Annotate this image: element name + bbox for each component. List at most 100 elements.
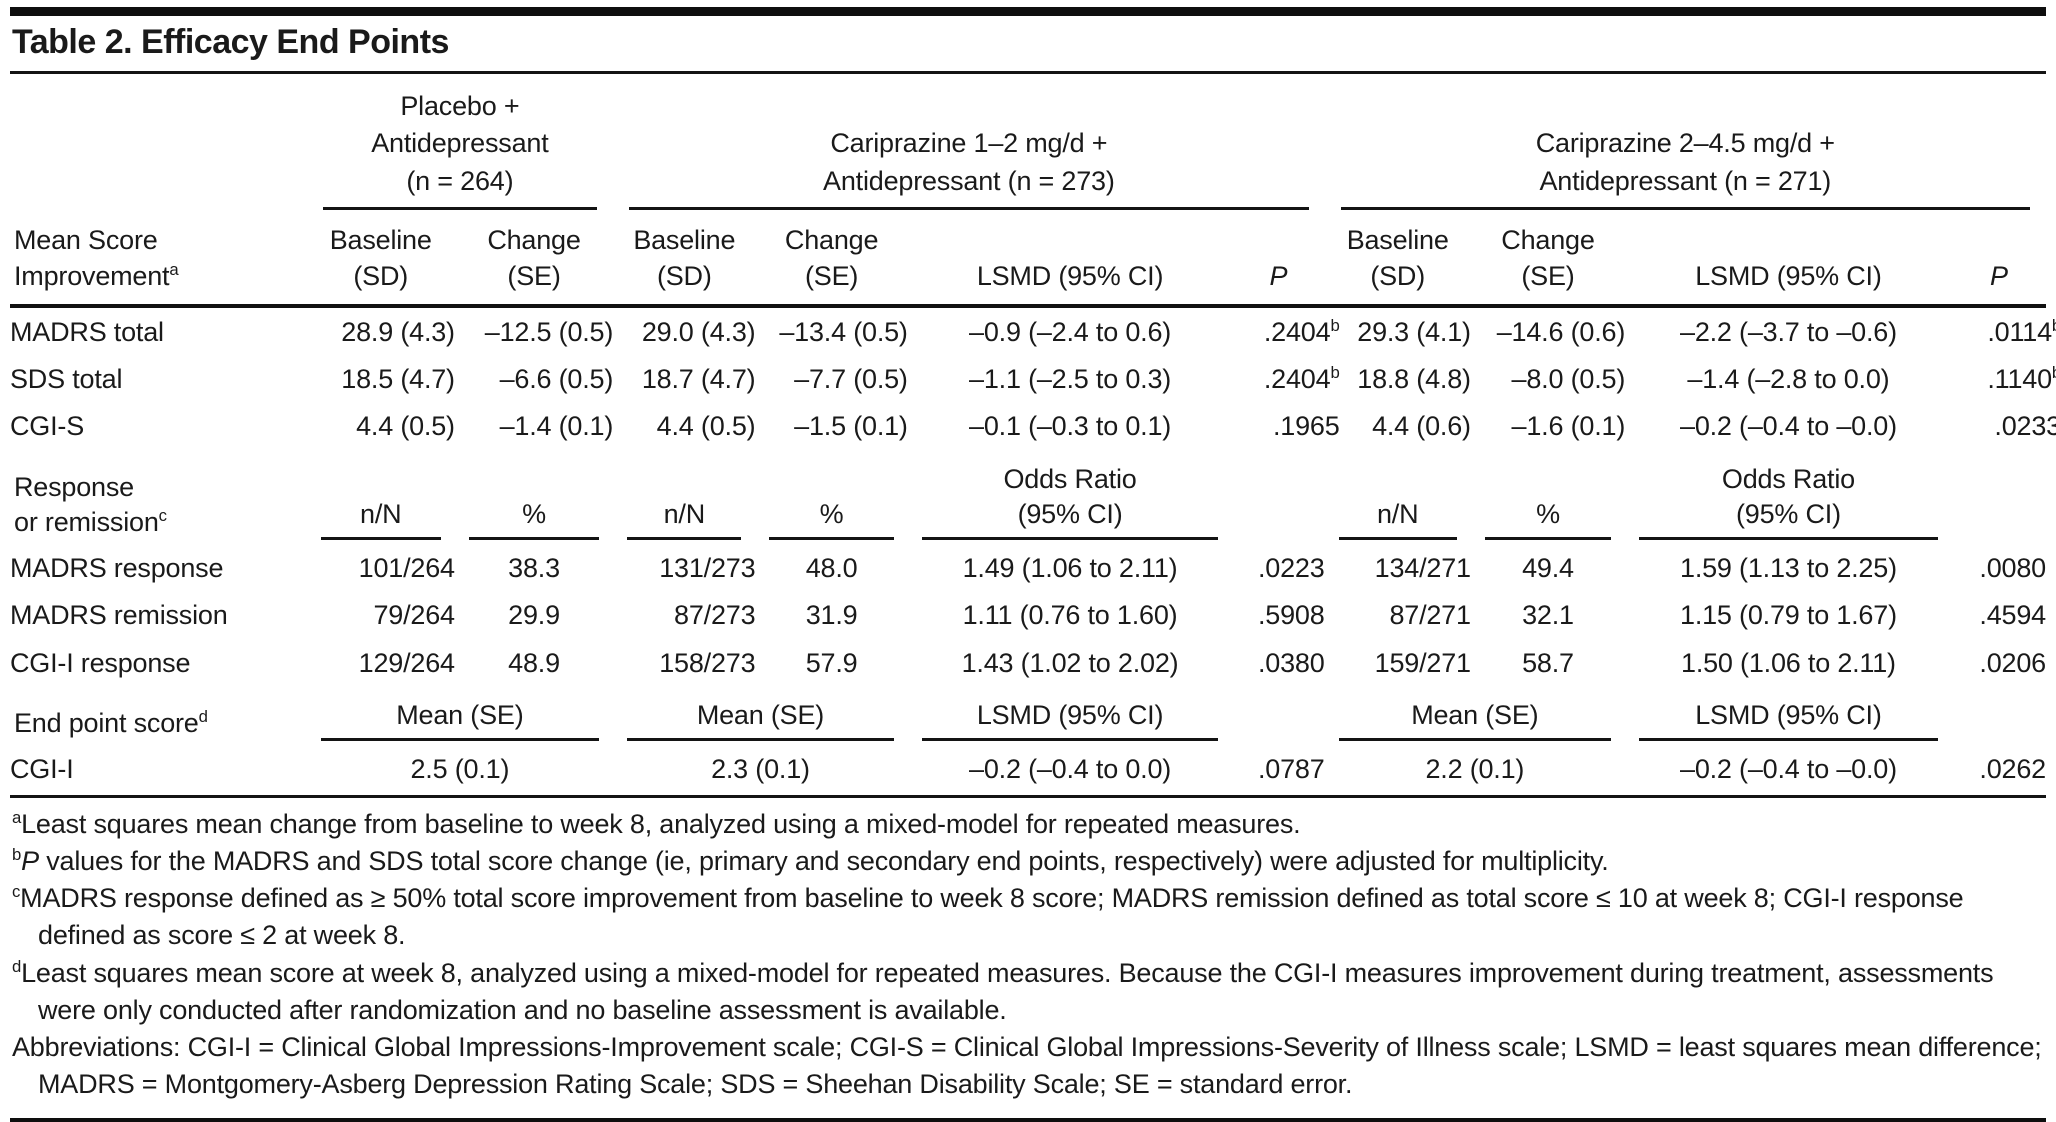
p-value: .0233: [1994, 411, 2056, 442]
value-cell: 48.0: [805, 552, 858, 583]
column-header-baseline: Baseline (SD): [1324, 213, 1471, 308]
section-stub-cell: End point scored: [10, 686, 307, 745]
p-value-cell: .0787: [1257, 754, 1325, 785]
p-header-label: P: [1269, 261, 1288, 292]
subheader-nN: n/N: [613, 450, 755, 544]
footnote-marker-c: c: [158, 505, 167, 525]
p-value-cell: .0233: [1952, 402, 2056, 449]
footnote-marker-b: b: [2052, 316, 2056, 335]
row-label: MADRS total: [10, 316, 164, 347]
value-cell: 2.5 (0.1): [410, 754, 510, 785]
value-cell: 131/273: [659, 552, 756, 583]
subheader-mean-se: Mean (SE): [613, 686, 908, 745]
column-header-p: P: [1951, 213, 2046, 308]
subheader-nN: n/N: [1325, 450, 1471, 544]
footnote-marker-b: b: [1330, 315, 1340, 335]
data-row-cgi-s: CGI-S 4.4 (0.5) –1.4 (0.1) 4.4 (0.5) –1.…: [10, 402, 2056, 449]
value-cell: 4.4 (0.5): [356, 411, 455, 442]
p-header-label: P: [1989, 261, 2008, 292]
value-cell: 101/264: [358, 552, 455, 583]
column-header-change: Change (SE): [1470, 213, 1626, 308]
data-row-cgi-i-endpoint: CGI-I 2.5 (0.1) 2.3 (0.1) –0.2 (–0.4 to …: [10, 745, 2046, 792]
footnote-d-text: Least squares mean score at week 8, anal…: [21, 957, 1994, 1025]
footnotes: aLeast squares mean change from baseline…: [10, 794, 2046, 1114]
data-row-cgi-i-response: CGI-I response 129/264 48.9 158/273 57.9…: [10, 639, 2046, 686]
section-header-response-remission: Response or remissionc n/N % n/N % Odds …: [10, 450, 2046, 544]
subheader-nN: n/N: [307, 450, 455, 544]
value-cell: 159/271: [1374, 647, 1471, 678]
data-row-madrs-response: MADRS response 101/264 38.3 131/273 48.0…: [10, 544, 2046, 591]
value-cell: 2.2 (0.1): [1425, 754, 1525, 785]
footnote-marker-b: b: [1330, 363, 1340, 383]
value-cell: –1.4 (0.1): [499, 411, 614, 442]
lsmd-cell: –1.4 (–2.8 to 0.0): [1687, 364, 1890, 395]
empty-stub-cell: [10, 74, 307, 214]
subheader-odds-ratio: Odds Ratio (95% CI): [908, 450, 1233, 544]
p-value-cell: .0206: [1979, 647, 2046, 678]
subheader-mean-se: Mean (SE): [307, 686, 614, 745]
subheader-lsmd: LSMD (95% CI): [908, 686, 1233, 745]
subheader-mean-se: Mean (SE): [1325, 686, 1626, 745]
column-header-baseline: Baseline (SD): [306, 213, 455, 308]
footnote-c: cMADRS response defined as ≥ 50% total s…: [12, 880, 2044, 955]
p-value: .1965: [1272, 411, 1340, 442]
row-label: MADRS remission: [10, 600, 228, 631]
column-header-lsmd: LSMD (95% CI): [1625, 213, 1952, 308]
group-header-cell-placebo: Placebo + Antidepressant (n = 264): [307, 74, 614, 214]
group-header-cariprazine-1-2: Cariprazine 1–2 mg/d + Antidepressant (n…: [629, 125, 1309, 210]
empty-cell: [1232, 450, 1324, 544]
value-cell: 31.9: [805, 600, 858, 631]
empty-cell: [1952, 686, 2046, 745]
footnote-b-text: values for the MADRS and SDS total score…: [38, 845, 1609, 876]
p-value: .0114: [1987, 316, 2052, 347]
footnote-marker-d: d: [198, 707, 208, 727]
p-value-cell: .0080: [1979, 552, 2046, 583]
column-header-row: Mean Score Improvementa Baseline (SD) Ch…: [10, 213, 2046, 308]
group-header-cell-cariprazine-2-4-5: Cariprazine 2–4.5 mg/d + Antidepressant …: [1325, 74, 2046, 214]
odds-ratio-cell: 1.59 (1.13 to 2.25): [1680, 552, 1897, 583]
value-cell: 32.1: [1522, 600, 1574, 631]
footnote-marker-b: b: [2052, 363, 2056, 382]
footnote-marker-a: a: [169, 260, 179, 280]
value-cell: –13.4 (0.5): [779, 316, 908, 347]
odds-ratio-cell: 1.50 (1.06 to 2.11): [1681, 647, 1896, 678]
row-label: MADRS response: [10, 552, 224, 583]
value-cell: –7.7 (0.5): [794, 364, 908, 395]
section-stub-label: Response or remission: [14, 471, 159, 537]
p-value-cell: .5908: [1257, 600, 1325, 631]
p-value-cell: .0380: [1257, 647, 1325, 678]
value-cell: 38.3: [508, 552, 560, 583]
p-value-cell: .2404b: [1232, 306, 1340, 355]
subheader-percent: %: [755, 450, 907, 544]
p-value-cell: .1140b: [1952, 355, 2056, 402]
footnote-c-text: MADRS response defined as ≥ 50% total sc…: [20, 883, 1964, 951]
footnote-marker-c: c: [12, 882, 21, 902]
top-rule: [10, 7, 2046, 16]
lsmd-cell: –0.1 (–0.3 to 0.1): [969, 411, 1172, 442]
empty-cell: [1952, 450, 2046, 544]
stub-header-cell: Mean Score Improvementa: [10, 213, 307, 308]
group-header-cell-cariprazine-1-2: Cariprazine 1–2 mg/d + Antidepressant (n…: [613, 74, 1324, 214]
group-header-cariprazine-2-4-5: Cariprazine 2–4.5 mg/d + Antidepressant …: [1340, 125, 2030, 210]
footnote-marker-b: b: [12, 844, 22, 864]
p-value-cell: .0262: [1979, 754, 2046, 785]
data-row-madrs-total: MADRS total 28.9 (4.3) –12.5 (0.5) 29.0 …: [10, 306, 2056, 355]
lsmd-cell: –0.9 (–2.4 to 0.6): [969, 316, 1172, 347]
value-cell: 48.9: [508, 647, 560, 678]
odds-ratio-cell: 1.49 (1.06 to 2.11): [962, 552, 1178, 583]
value-cell: 18.7 (4.7): [641, 364, 756, 395]
group-header-placebo: Placebo + Antidepressant (n = 264): [322, 88, 598, 210]
subheader-percent: %: [455, 450, 613, 544]
value-cell: 29.3 (4.1): [1357, 316, 1471, 347]
odds-ratio-cell: 1.15 (0.79 to 1.67): [1680, 600, 1897, 631]
lsmd-cell: –0.2 (–0.4 to 0.0): [969, 754, 1172, 785]
value-cell: –14.6 (0.6): [1496, 316, 1626, 347]
section-stub-cell: Response or remissionc: [10, 450, 307, 544]
value-cell: –12.5 (0.5): [484, 316, 614, 347]
abbreviations-text: Abbreviations: CGI-I = Clinical Global I…: [12, 1032, 2042, 1100]
data-row-madrs-remission: MADRS remission 79/264 29.9 87/273 31.9 …: [10, 591, 2046, 638]
value-cell: 134/271: [1374, 552, 1471, 583]
stub-header-label: Mean Score Improvement: [14, 224, 170, 292]
value-cell: 49.4: [1522, 552, 1574, 583]
